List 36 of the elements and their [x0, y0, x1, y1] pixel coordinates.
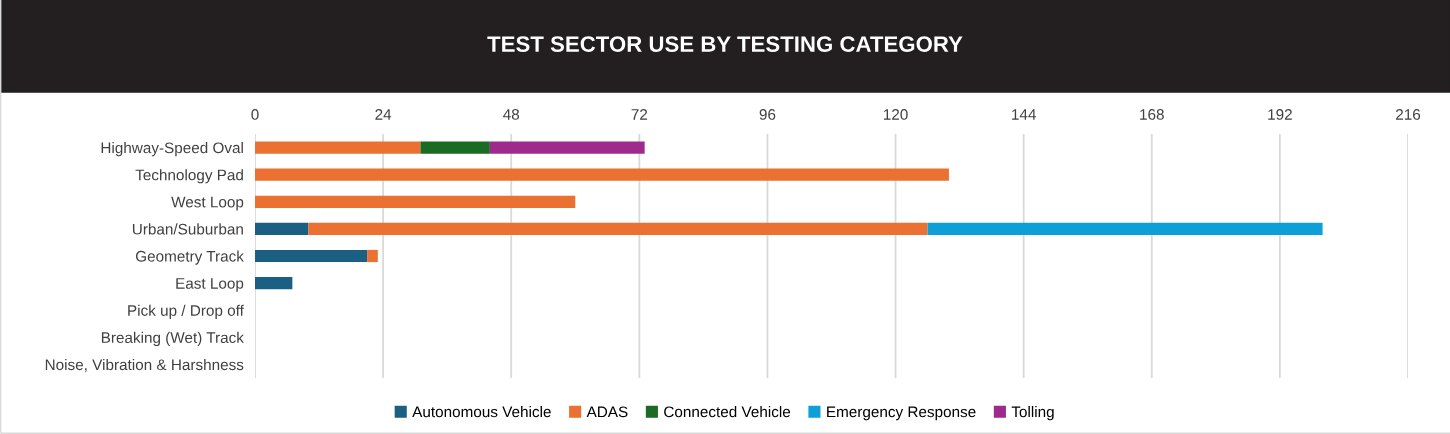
legend-label: Emergency Response — [827, 406, 976, 421]
x-tick-label: 144 — [1012, 109, 1036, 120]
x-tick-label: 0 — [251, 109, 259, 120]
bar — [927, 222, 1323, 235]
x-tick-label: 192 — [1268, 109, 1292, 120]
y-tick-label: West Loop — [171, 196, 244, 211]
x-tick-label: 168 — [1140, 109, 1164, 120]
y-tick-label: Noise, Vibration & Harshness — [45, 358, 244, 372]
x-tick-label: 72 — [631, 109, 648, 120]
x-tick-label: 216 — [1396, 109, 1421, 120]
bar — [489, 141, 645, 154]
y-tick-label: Pick up / Drop off — [128, 304, 244, 319]
bar — [255, 249, 368, 263]
y-tick-label: Breaking (Wet) Track — [101, 331, 244, 347]
bar — [308, 222, 928, 235]
bar — [367, 249, 378, 263]
bar — [255, 277, 293, 290]
x-tick-label: 120 — [883, 109, 908, 120]
bar — [255, 222, 309, 235]
legend-label: ADAS — [586, 406, 628, 418]
y-tick-label: Highway-Speed Oval — [101, 142, 243, 157]
bar — [420, 141, 490, 154]
x-tick-label: 96 — [759, 109, 776, 120]
y-tick-label: Geometry Track — [135, 250, 244, 265]
y-tick-label: East Loop — [176, 278, 244, 292]
legend-label: Tolling — [1011, 406, 1054, 421]
y-tick-label: Technology Pad — [135, 169, 243, 184]
bar — [255, 195, 576, 208]
legend-label: Autonomous Vehicle — [412, 406, 551, 418]
bar — [255, 168, 949, 181]
y-tick-label: Urban/Suburban — [132, 223, 243, 235]
x-tick-label: 48 — [503, 109, 520, 120]
chart-title: TEST SECTOR USE BY TESTING CATEGORY — [487, 36, 963, 52]
bar — [255, 141, 421, 154]
legend-label: Connected Vehicle — [664, 406, 791, 418]
x-tick-label: 24 — [375, 109, 392, 120]
